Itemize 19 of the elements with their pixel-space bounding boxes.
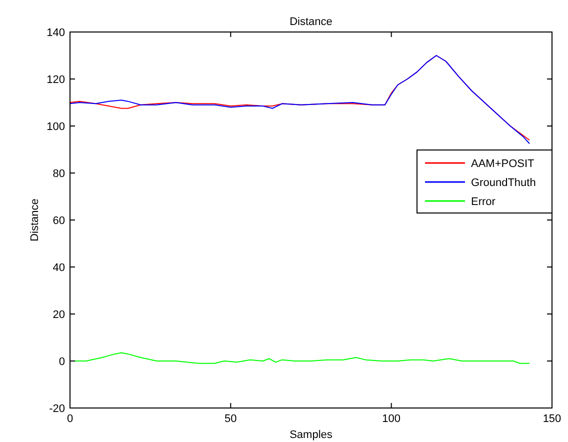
chart-title: Distance <box>290 16 332 28</box>
x-tick-label: 100 <box>382 413 401 425</box>
y-tick-label: 120 <box>46 74 65 86</box>
x-axis-title: Samples <box>290 429 333 441</box>
legend-label: AAM+POSIT <box>471 158 535 170</box>
x-tick-label: 150 <box>542 413 562 425</box>
y-tick-label: 60 <box>52 215 65 227</box>
y-tick-label: 80 <box>52 168 65 180</box>
x-tick-label: 50 <box>224 413 237 425</box>
y-tick-label: 20 <box>52 309 65 321</box>
y-axis-title: Distance <box>29 198 41 242</box>
y-tick-label: -20 <box>49 403 65 415</box>
y-tick-label: 140 <box>46 27 65 39</box>
y-tick-label: 100 <box>46 121 65 133</box>
legend-label: GroundThuth <box>471 177 536 189</box>
y-tick-label: 40 <box>52 262 65 274</box>
legend-label: Error <box>471 196 496 208</box>
x-tick-label: 0 <box>66 413 74 425</box>
y-tick-label: 0 <box>58 356 65 368</box>
